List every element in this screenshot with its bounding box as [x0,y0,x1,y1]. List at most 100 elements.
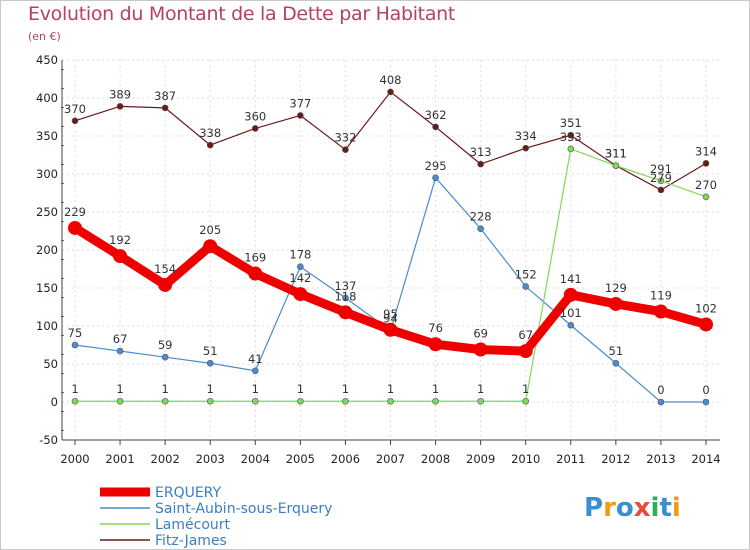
data-label: 1 [71,382,78,396]
data-label: 333 [560,130,582,144]
data-point [699,317,713,332]
data-point [158,277,173,292]
data-label: 101 [560,306,582,320]
data-label: 1 [342,382,349,396]
data-point [567,321,575,329]
data-point [248,266,263,281]
data-label: 408 [380,73,402,87]
data-label: 334 [515,129,537,143]
data-label: 314 [695,144,717,158]
y-tick-label: 450 [36,53,58,67]
y-tick-label: 200 [36,243,58,257]
data-label: 295 [425,159,447,173]
data-label: 387 [154,89,176,103]
data-labels: 370 389 387 338 360 377 332 408 362 313 334 351 311 2… [64,73,717,397]
data-point [297,263,304,271]
y-tick-label: 300 [36,167,58,181]
data-point [206,359,214,367]
data-label: 1 [252,382,259,396]
data-label: 228 [470,210,492,224]
data-label: 67 [518,328,533,342]
data-label: 141 [560,272,582,286]
data-point [161,397,169,405]
data-label: 169 [244,251,266,265]
legend-item: Saint-Aubin-sous-Erquery [100,501,332,517]
data-label: 1 [161,382,168,396]
data-label: 41 [248,352,263,366]
data-point [612,162,620,169]
data-point [522,283,530,290]
x-tick-label: 2011 [556,452,585,466]
data-point [203,239,218,254]
x-tick-label: 2014 [691,452,720,466]
data-point [251,397,259,405]
data-point [387,397,394,405]
data-label: 75 [68,326,83,340]
data-label: 76 [428,321,443,335]
data-point [567,131,575,139]
y-tick-label: 250 [36,205,58,219]
x-tick-label: 2010 [511,452,540,466]
data-point [161,104,169,112]
data-label: 102 [695,301,717,315]
x-tick-label: 2002 [151,452,180,466]
data-point [477,160,484,168]
data-label: 338 [199,126,221,140]
x-tick-label: 2013 [646,452,675,466]
logo-letter: P [584,493,603,523]
data-label: 332 [334,131,356,145]
x-tick-label: 2004 [241,452,270,466]
data-point [161,353,169,361]
y-tick-label: 150 [36,281,58,295]
data-point [113,249,128,264]
x-tick-label: 2012 [601,452,630,466]
data-label: 229 [64,205,86,219]
data-label: 59 [158,338,173,352]
logo-letter: i [672,493,681,523]
data-point [71,117,79,125]
data-point [477,397,484,405]
data-label: 313 [470,145,492,159]
data-label: 311 [605,147,627,161]
data-point [612,359,620,367]
y-axis: -50 0 50 100 150 200 250 300 350 400 450 [36,53,64,447]
data-point [297,397,304,405]
x-tick-label: 2000 [60,452,89,466]
data-point [383,322,398,337]
data-point [473,342,488,357]
data-label: 291 [650,162,672,176]
y-tick-label: 350 [36,129,58,143]
data-point [432,174,439,182]
data-label: 1 [432,382,439,396]
data-label: 0 [702,383,709,397]
legend-item: Fitz-James [100,533,227,549]
data-point [116,397,124,405]
data-point [567,145,575,153]
logo-letter: i [651,493,660,523]
legend-item: ERQUERY [100,485,222,501]
data-point [702,193,710,201]
data-point [68,220,82,235]
data-label: 1 [116,382,123,396]
data-label: 119 [650,289,672,303]
data-label: 389 [109,87,131,101]
series-fitz-james [71,88,710,194]
x-tick-label: 2008 [421,452,450,466]
data-point [477,225,484,233]
data-label: 137 [334,279,356,293]
proxiti-logo: Proxiti [584,493,681,523]
data-label: 205 [199,223,221,237]
data-point [71,341,79,349]
data-label: 351 [560,116,582,130]
data-point [342,397,349,405]
data-point [702,398,710,406]
data-label: 360 [244,109,266,123]
data-point [653,304,668,319]
x-tick-label: 2009 [466,452,495,466]
data-label: 0 [657,383,664,397]
data-point [522,397,530,405]
data-point [342,146,349,153]
data-point [428,337,443,352]
